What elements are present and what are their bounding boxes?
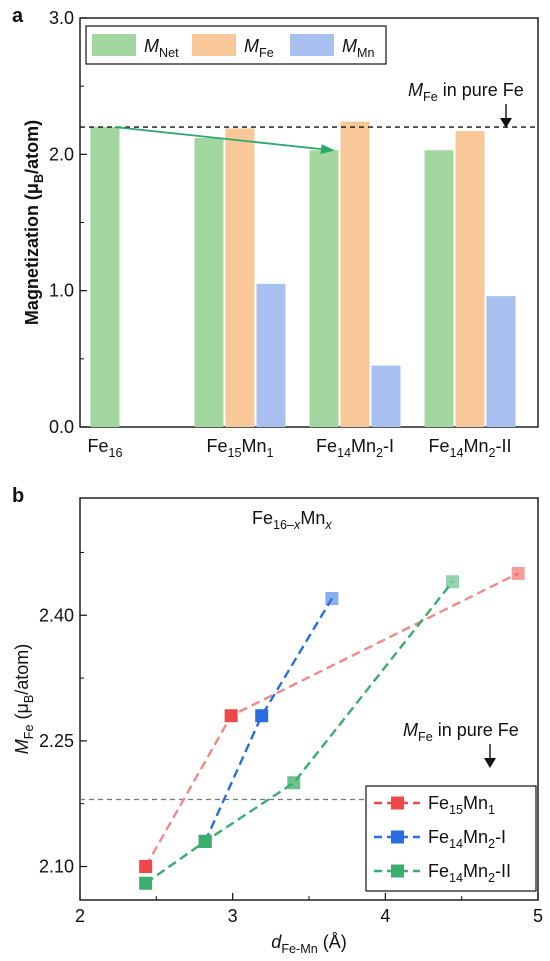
y-tick-label: 2.25: [39, 731, 74, 751]
x-tick-label: 4: [380, 906, 390, 926]
legend-label-mn: MMn: [342, 36, 375, 60]
legend-swatch-mn: [290, 34, 334, 56]
y-axis-title: Magnetization (μB/atom): [22, 120, 46, 325]
reference-label: MFe in pure Fe: [408, 80, 524, 104]
x-tick-label: 2: [75, 906, 85, 926]
y-axis-title: MFe (μB/atom): [12, 644, 36, 755]
legend-marker-1: [391, 830, 404, 844]
category-label: Fe14Mn2-II: [428, 436, 511, 460]
trend-arrow-line: [114, 126, 333, 152]
legend-swatch-net: [92, 34, 136, 56]
y-tick-label: 2.40: [39, 605, 74, 625]
panel-letter-b: b: [12, 485, 24, 507]
legend-label-0: Fe15Mn1: [428, 793, 495, 817]
category-label: Fe15Mn1: [206, 436, 273, 460]
reference-arrow-head: [484, 758, 496, 768]
panel-letter-a: a: [12, 5, 24, 27]
series-point-0: [224, 709, 238, 723]
bar-net: [309, 150, 339, 427]
bar-fe: [455, 131, 485, 427]
x-axis-title: dFe-Mn (Å): [271, 932, 346, 956]
x-tick-label: 5: [533, 906, 543, 926]
category-label: Fe16: [87, 436, 122, 460]
series-point-2: [139, 876, 153, 890]
bar-net: [90, 127, 120, 428]
bar-net: [194, 137, 224, 427]
legend-label-fe: MFe: [244, 36, 274, 60]
y-tick-label: 3.0: [49, 8, 74, 28]
bar-net: [424, 150, 454, 427]
bar-fe: [225, 128, 255, 427]
series-point-2: [198, 834, 212, 848]
reference-arrow-head: [500, 118, 512, 128]
y-tick-label: 2.0: [49, 144, 74, 164]
bar-mn: [256, 283, 286, 427]
series-point-1: [255, 709, 269, 723]
chart-title: Fe16–xMnx: [252, 508, 332, 532]
bar-mn: [371, 365, 401, 427]
y-tick-label: 0.0: [49, 417, 74, 437]
y-tick-label: 1.0: [49, 281, 74, 301]
series-point-2: [287, 776, 301, 790]
series-point-0: [511, 566, 525, 580]
reference-label: MFe in pure Fe: [403, 720, 519, 744]
y-tick-label: 2.10: [39, 857, 74, 877]
category-label: Fe14Mn2-I: [316, 436, 394, 460]
series-line-2: [144, 581, 454, 885]
legend-label-2: Fe14Mn2-II: [428, 861, 511, 885]
panel-b-chart: 2 3 4 5 2.10 2.25 2.40 dFe-Mn (Å) MFe (μB/atom) F…: [12, 497, 543, 956]
series-point-1: [325, 592, 339, 605]
legend-swatch-fe: [192, 34, 236, 56]
trend-arrow-head: [320, 144, 335, 155]
series-point-2: [446, 575, 460, 589]
bar-fe: [340, 121, 370, 427]
series-line-1: [204, 597, 333, 842]
legend-marker-2: [391, 864, 404, 878]
x-tick-label: 3: [228, 906, 238, 926]
legend-label-net: MNet: [144, 36, 179, 60]
legend-marker-0: [391, 796, 404, 810]
panel-a-chart: 0.0 1.0 2.0 3.0 Magnetization (μB/atom) Fe16 F…: [22, 8, 539, 460]
bar-mn: [486, 296, 516, 427]
legend-label-1: Fe14Mn2-I: [428, 827, 506, 851]
series-point-0: [139, 860, 153, 873]
